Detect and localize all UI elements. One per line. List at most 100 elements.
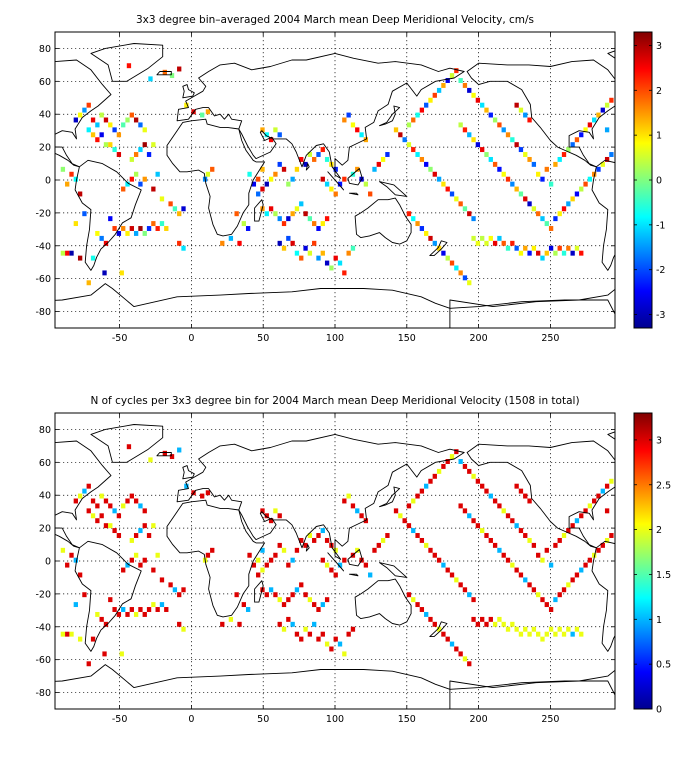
x-tick-label: 250 — [541, 333, 559, 344]
bin-cell — [574, 137, 580, 143]
bin-cell — [77, 112, 83, 118]
bin-cell — [492, 498, 498, 504]
bin-cell — [324, 641, 330, 647]
bin-cell — [574, 191, 580, 197]
bin-cell — [177, 66, 182, 72]
bin-cell — [480, 483, 485, 489]
bin-cell — [600, 488, 605, 494]
x-tick-label: 0 — [188, 714, 194, 725]
bin-cell — [337, 260, 343, 266]
bin-cell — [303, 211, 308, 217]
bin-cell — [142, 523, 147, 529]
bin-cell — [205, 552, 211, 558]
bin-cell — [290, 592, 295, 598]
bin-cell — [540, 176, 545, 182]
coastline — [305, 163, 310, 171]
bin-cell — [324, 216, 330, 222]
bin-cell — [424, 483, 429, 489]
bin-cell — [324, 597, 330, 603]
bin-cell — [116, 611, 122, 617]
x-tick-label: 200 — [470, 333, 488, 344]
bin-cell — [462, 656, 468, 662]
bin-cell — [146, 152, 152, 157]
coastline — [379, 105, 401, 127]
bin-cell — [126, 63, 132, 69]
bin-cell — [592, 117, 597, 123]
bin-cell — [467, 513, 472, 519]
bin-cell — [324, 156, 330, 162]
bin-cell — [294, 250, 300, 256]
bin-cell — [159, 602, 165, 608]
bin-cell — [553, 597, 558, 603]
bin-cell — [462, 127, 468, 133]
bin-cell — [268, 518, 274, 524]
bin-cell — [454, 449, 459, 455]
bin-cell — [129, 226, 134, 231]
bin-cell — [121, 503, 126, 509]
bin-cell — [320, 557, 325, 563]
bin-cell — [454, 646, 459, 652]
bin-cell — [436, 245, 442, 251]
bin-cell — [471, 235, 476, 241]
bin-cell — [471, 616, 476, 622]
coastline — [379, 562, 408, 578]
bin-cell — [518, 250, 524, 256]
bin-cell — [604, 156, 610, 162]
bin-cell — [108, 216, 113, 222]
bin-cell — [268, 557, 274, 563]
bin-cell — [505, 176, 511, 182]
bin-cell — [303, 161, 308, 167]
bin-cell — [177, 240, 182, 246]
y-tick-label: 40 — [39, 110, 51, 121]
bin-cell — [277, 161, 282, 167]
bin-cell — [108, 597, 113, 603]
bin-cell — [553, 542, 558, 548]
bin-cell — [205, 490, 211, 496]
bin-cell — [281, 245, 287, 251]
bin-cell — [281, 547, 287, 553]
y-tick-label: 80 — [39, 425, 51, 436]
bin-cell — [228, 235, 234, 241]
bin-cell — [125, 117, 130, 123]
bin-cell — [290, 211, 295, 217]
colorbar-tick-label: 0 — [656, 705, 662, 716]
bin-cell — [480, 147, 485, 153]
bin-cell — [205, 171, 211, 177]
colorbar-tick-label: 1 — [656, 131, 662, 142]
bin-cell — [177, 211, 182, 217]
bin-cell — [333, 255, 338, 261]
bin-cell — [116, 513, 122, 519]
bin-cell — [142, 508, 147, 514]
bin-cell — [363, 562, 369, 568]
bin-cell — [299, 201, 304, 207]
x-tick-label: 0 — [188, 333, 194, 344]
y-tick-label: -80 — [35, 307, 51, 318]
y-tick-label: -20 — [35, 208, 51, 219]
bin-cell — [151, 523, 156, 529]
bin-cell — [363, 181, 369, 187]
bin-cell — [86, 127, 91, 133]
bin-cell — [90, 498, 96, 504]
bin-cell — [273, 171, 278, 177]
bin-cell — [264, 592, 269, 598]
bin-cell — [142, 176, 147, 182]
bin-cell — [411, 597, 416, 603]
bin-cell — [121, 122, 126, 128]
bin-cell — [492, 117, 498, 123]
bin-cell — [510, 518, 515, 524]
bin-cell — [99, 616, 104, 622]
bin-cell — [609, 478, 614, 484]
bin-cell — [200, 493, 205, 499]
bin-cell — [376, 542, 381, 548]
bin-cell — [510, 621, 515, 627]
bin-cell — [142, 557, 147, 563]
bin-cell — [129, 493, 134, 499]
bin-cell — [488, 112, 493, 118]
bin-cell — [264, 132, 269, 138]
bin-cell — [604, 127, 610, 133]
bin-cell — [346, 250, 351, 256]
bin-cell — [181, 587, 186, 593]
bin-cell — [60, 166, 66, 172]
bin-cell — [536, 211, 541, 217]
bin-cell — [428, 616, 433, 622]
